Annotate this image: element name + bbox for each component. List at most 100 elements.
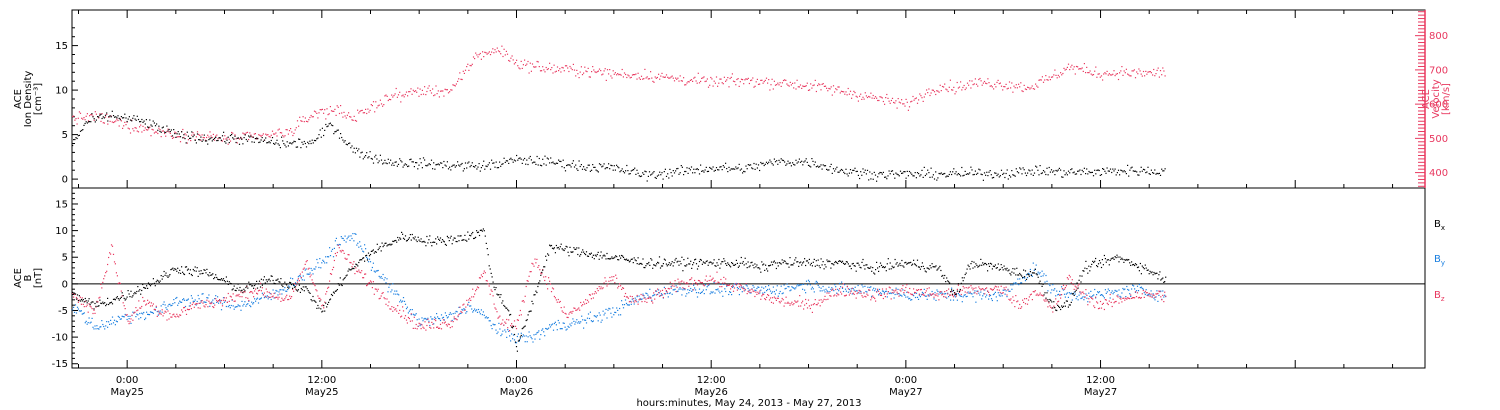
velocity-point: [488, 51, 490, 53]
bz-point: [1048, 302, 1050, 304]
by-point: [877, 290, 879, 292]
bx-point: [331, 294, 334, 297]
by-point: [1029, 268, 1031, 271]
by-point: [614, 311, 616, 313]
density-point: [1154, 169, 1156, 171]
density-point: [446, 161, 448, 163]
bx-point: [136, 290, 138, 293]
bz-point: [556, 301, 558, 303]
bz-point: [148, 301, 151, 303]
velocity-point: [566, 65, 568, 67]
bx-point: [384, 242, 386, 244]
bx-point: [216, 276, 218, 279]
density-point: [923, 166, 925, 168]
bz-point: [383, 297, 385, 299]
by-point: [774, 293, 776, 295]
density-point: [859, 177, 861, 180]
bz-point: [72, 292, 74, 294]
velocity-point: [1044, 79, 1046, 81]
velocity-point: [426, 90, 428, 93]
by-point: [808, 281, 810, 283]
bz-point: [756, 293, 758, 295]
density-point: [944, 172, 946, 175]
by-point: [700, 291, 702, 294]
bx-point: [288, 287, 290, 289]
density-point: [601, 166, 603, 168]
density-point: [659, 171, 661, 173]
bz-point: [726, 284, 728, 286]
velocity-point: [311, 116, 313, 118]
velocity-point: [186, 142, 188, 144]
density-point: [908, 170, 911, 173]
by-point: [495, 329, 497, 331]
density-point: [844, 172, 846, 175]
bx-point: [293, 284, 295, 286]
velocity-point: [622, 76, 624, 78]
bz-point: [1059, 294, 1061, 296]
bx-point: [244, 290, 246, 292]
density-point: [1147, 166, 1149, 168]
density-point: [388, 162, 390, 164]
velocity-point: [487, 52, 489, 54]
velocity-point: [1083, 63, 1085, 65]
density-point: [156, 123, 158, 125]
velocity-point: [450, 89, 452, 91]
velocity-point: [83, 117, 85, 119]
bx-point: [312, 295, 314, 298]
density-point: [231, 133, 233, 136]
bz-point: [675, 291, 677, 293]
by-point: [1039, 272, 1041, 274]
density-point: [1119, 174, 1121, 176]
velocity-point: [337, 106, 339, 108]
by-point: [169, 303, 171, 305]
by-point: [982, 295, 984, 297]
by-point: [789, 290, 791, 292]
density-point: [598, 163, 601, 165]
density-point: [293, 140, 295, 142]
by-point: [793, 287, 795, 289]
bx-point: [198, 270, 200, 272]
velocity-point: [974, 78, 976, 80]
density-point: [966, 173, 969, 175]
bx-point: [544, 266, 546, 268]
by-point: [487, 317, 489, 319]
velocity-point: [1003, 86, 1005, 88]
by-point: [269, 292, 271, 295]
bz-point: [413, 316, 415, 318]
by-point: [630, 303, 632, 305]
bx-point: [495, 287, 497, 289]
density-point: [185, 142, 187, 144]
velocity-point: [449, 91, 451, 93]
by-point: [708, 284, 710, 286]
bx-point: [412, 237, 414, 239]
velocity-point: [379, 99, 381, 101]
bz-point: [679, 283, 681, 286]
bx-point: [600, 251, 602, 253]
bx-point: [302, 286, 304, 288]
by-point: [695, 289, 697, 291]
velocity-point: [870, 92, 872, 94]
by-point: [755, 289, 757, 292]
by-point: [494, 324, 496, 326]
density-point: [661, 172, 663, 174]
by-point: [1152, 293, 1154, 295]
by-point: [530, 336, 532, 338]
x-tick-label-date: May26: [500, 387, 533, 398]
bz-point: [157, 310, 159, 312]
by-point: [771, 291, 774, 293]
velocity-point: [690, 79, 693, 81]
velocity-point: [1077, 66, 1079, 68]
by-point: [561, 328, 563, 330]
by-point: [1084, 296, 1086, 298]
velocity-point: [937, 90, 939, 92]
bz-point: [746, 293, 748, 295]
bx-point: [356, 264, 358, 266]
bz-point: [305, 261, 307, 263]
bz-point: [769, 297, 772, 299]
velocity-point: [531, 63, 534, 65]
bz-point: [958, 291, 960, 293]
bx-point: [372, 249, 374, 251]
velocity-point: [433, 95, 435, 97]
velocity-point: [1030, 87, 1032, 89]
bz-point: [642, 294, 644, 297]
